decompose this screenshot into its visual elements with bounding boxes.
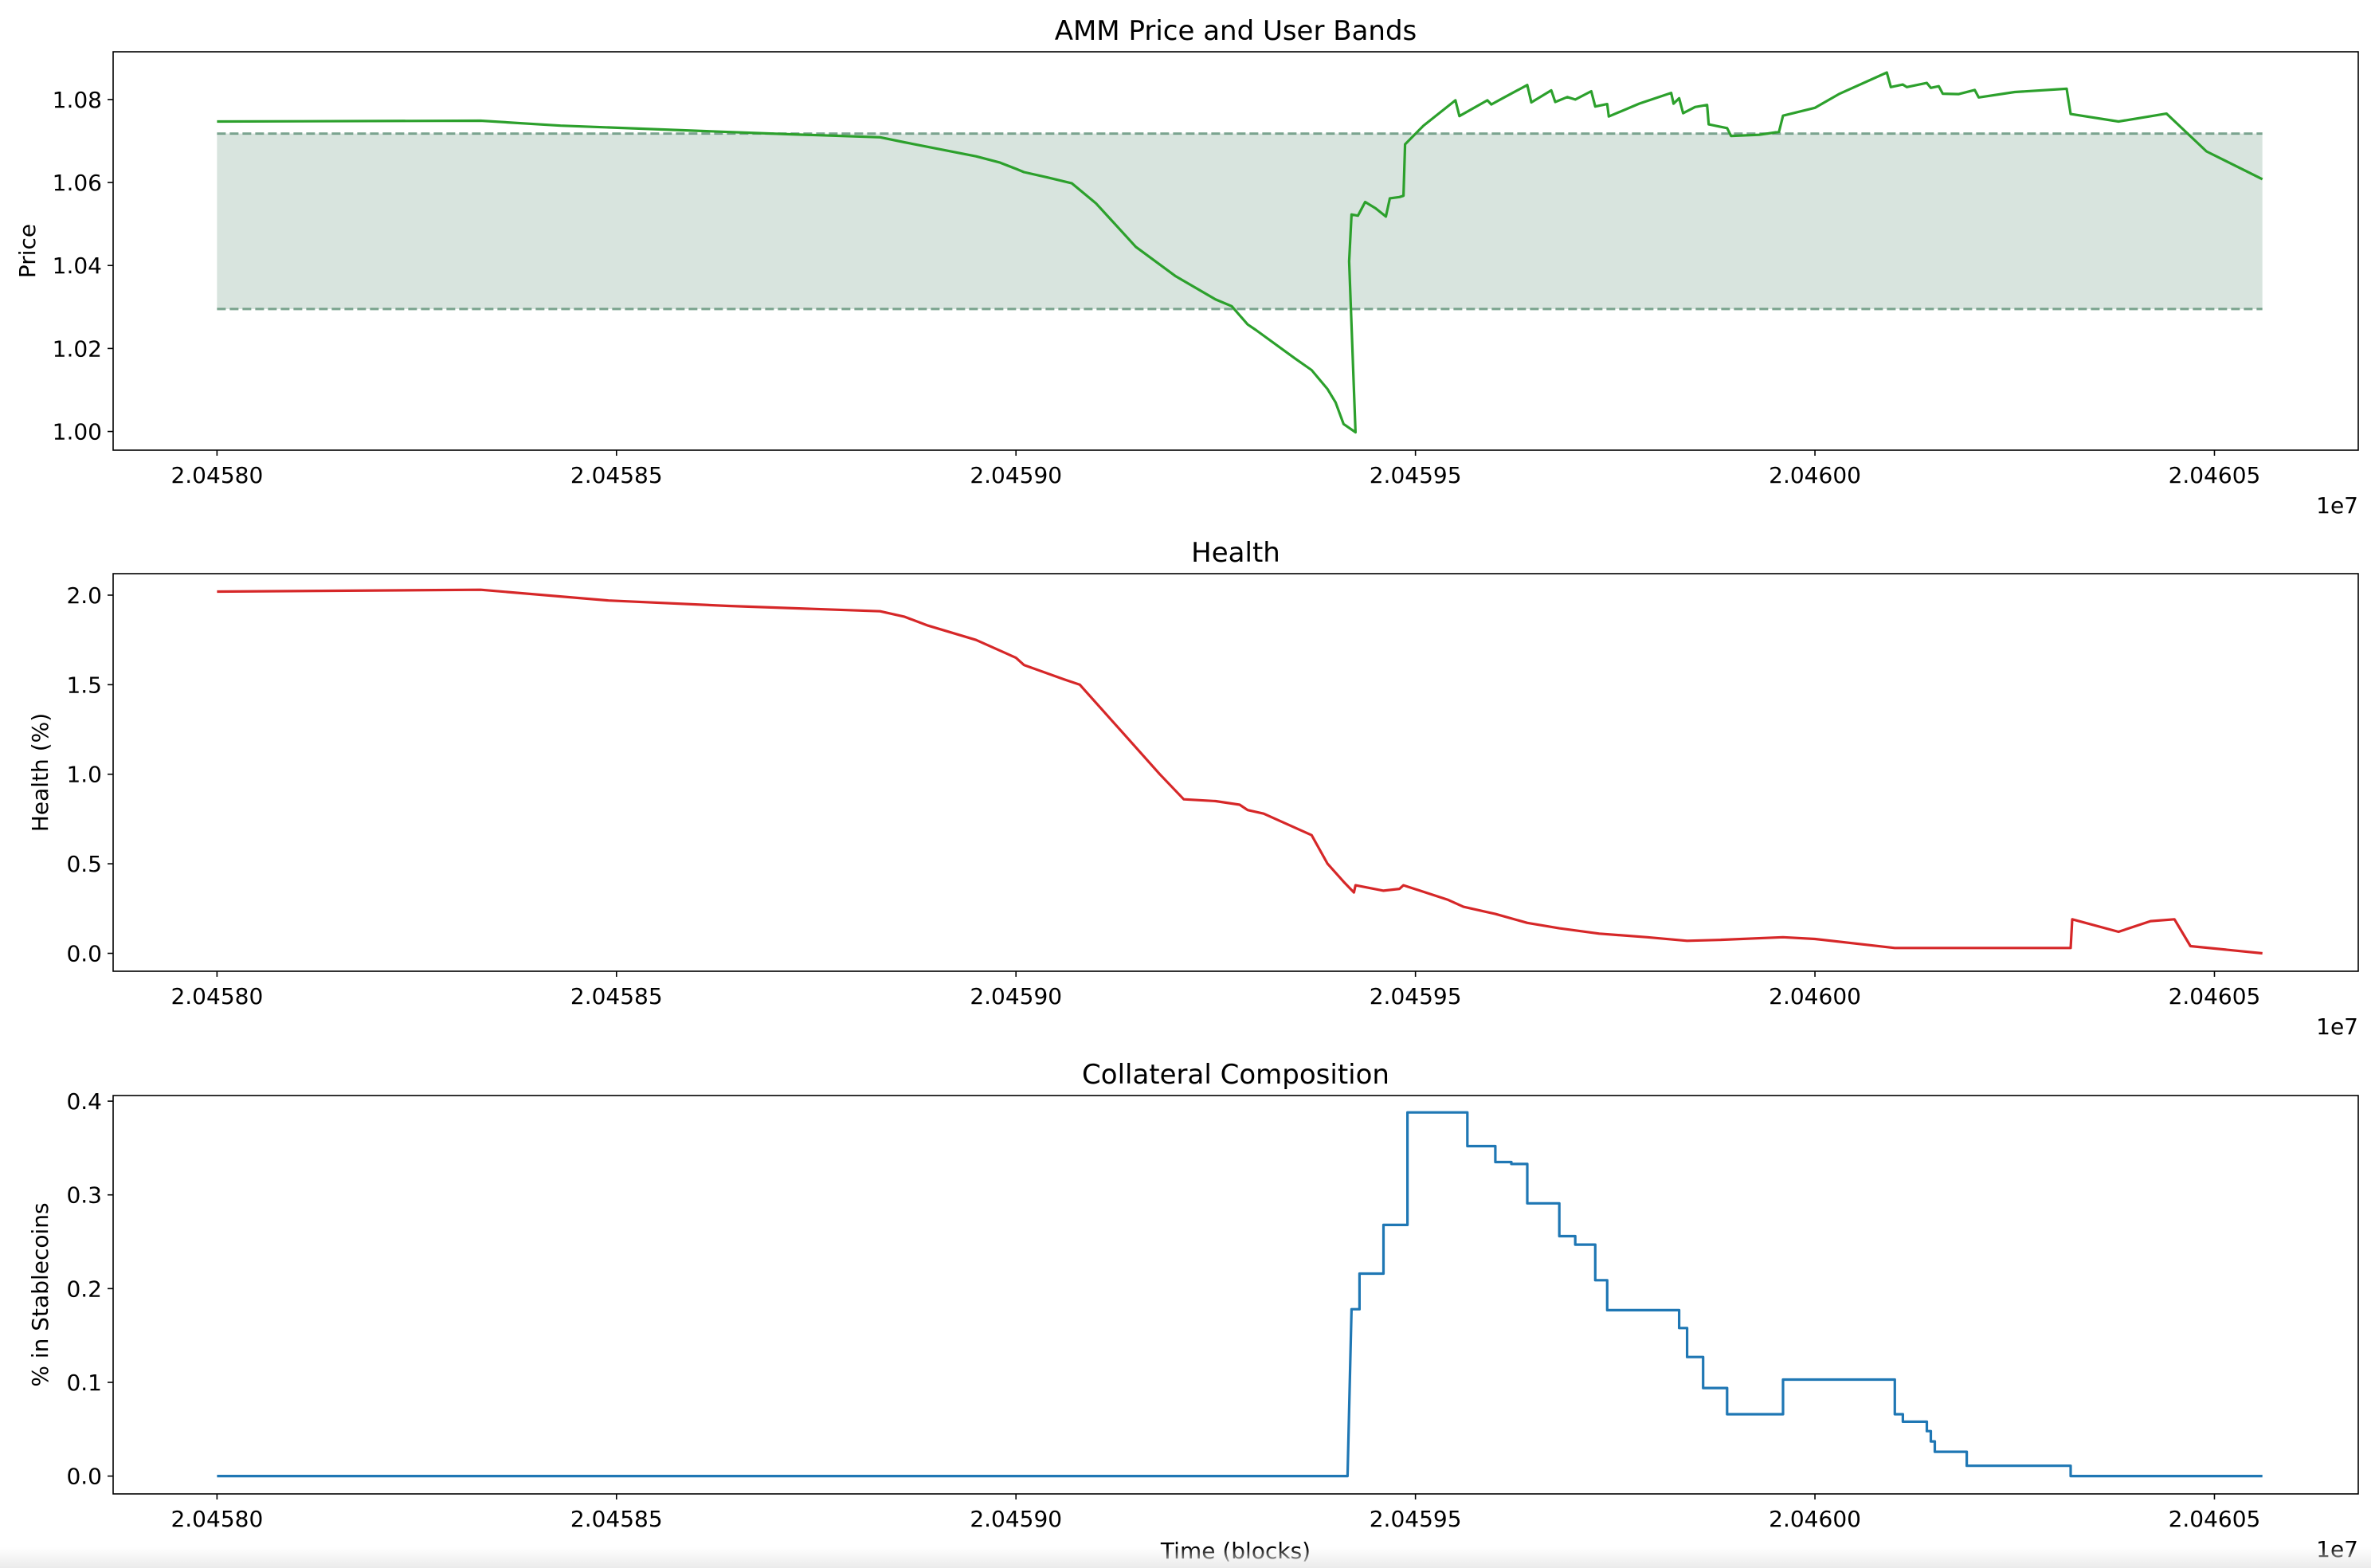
y-tick-label: 1.00 [53,419,102,445]
x-tick-label: 2.04590 [970,462,1062,488]
x-tick-label: 2.04600 [1769,983,1861,1009]
x-offset-label: 1e7 [2316,1013,2358,1040]
y-tick-label: 0.4 [66,1088,102,1115]
chart-title: Collateral Composition [1082,1059,1389,1091]
x-tick-label: 2.04585 [570,1506,663,1532]
y-tick-label: 1.5 [66,672,102,698]
x-tick-label: 2.04605 [2169,1506,2261,1532]
chart-panel-3: 2.04580 2.04585 2.04590 2.04595 2.04600 2.046… [27,1059,2359,1564]
x-tick-label: 2.04590 [970,983,1062,1009]
y-tick-label: 2.0 [66,582,102,609]
y-tick-label: 1.06 [53,170,102,196]
x-tick-label: 2.04600 [1769,1506,1861,1532]
y-tick-label: 1.0 [66,762,102,788]
y-tick-label: 0.2 [66,1276,102,1302]
chart-title: AMM Price and User Bands [1055,15,1417,47]
series-line-1 [217,1111,2263,1478]
user-band-area [217,133,2263,309]
x-offset-label: 1e7 [2316,1536,2358,1562]
y-axis-label: Price [14,224,41,278]
y-tick-label: 1.08 [53,87,102,113]
chart-title: Health [1191,537,1280,569]
x-tick-label: 2.04600 [1769,462,1861,488]
x-tick-label: 2.04595 [1370,1506,1462,1532]
y-tick-label: 1.02 [53,335,102,362]
x-tick-label: 2.04595 [1370,462,1462,488]
x-tick-label: 2.04605 [2169,462,2261,488]
series-line-1 [217,588,2263,955]
y-tick-label: 0.1 [66,1370,102,1396]
axes-frame [112,1095,2359,1495]
y-tick-label: 0.3 [66,1182,102,1209]
x-tick-label: 2.04580 [170,1506,263,1532]
y-tick-label: 0.5 [66,851,102,877]
x-axis-label: Time (blocks) [1160,1538,1311,1564]
x-tick-label: 2.04605 [2169,983,2261,1009]
axes-frame [112,51,2359,451]
x-tick-label: 2.04580 [170,462,263,488]
y-tick-label: 0.0 [66,941,102,967]
x-offset-label: 1e7 [2316,492,2358,519]
y-tick-label: 0.0 [66,1464,102,1490]
chart-panel-1: 2.04580 2.04585 2.04590 2.04595 2.04600 2.046… [14,15,2359,519]
panels: 2.04580 2.04585 2.04590 2.04595 2.04600 2.046… [14,15,2359,1564]
axes-frame [112,573,2359,972]
chart-panel-2: 2.04580 2.04585 2.04590 2.04595 2.04600 2.046… [27,537,2359,1040]
y-axis-label: % in Stablecoins [27,1202,53,1386]
x-tick-label: 2.04580 [170,983,263,1009]
y-tick-label: 1.04 [53,253,102,279]
y-axis-label: Health (%) [27,713,53,832]
series-line-1 [217,71,2263,434]
x-tick-label: 2.04585 [570,462,663,488]
x-tick-label: 2.04595 [1370,983,1462,1009]
x-tick-label: 2.04585 [570,983,663,1009]
x-tick-label: 2.04590 [970,1506,1062,1532]
